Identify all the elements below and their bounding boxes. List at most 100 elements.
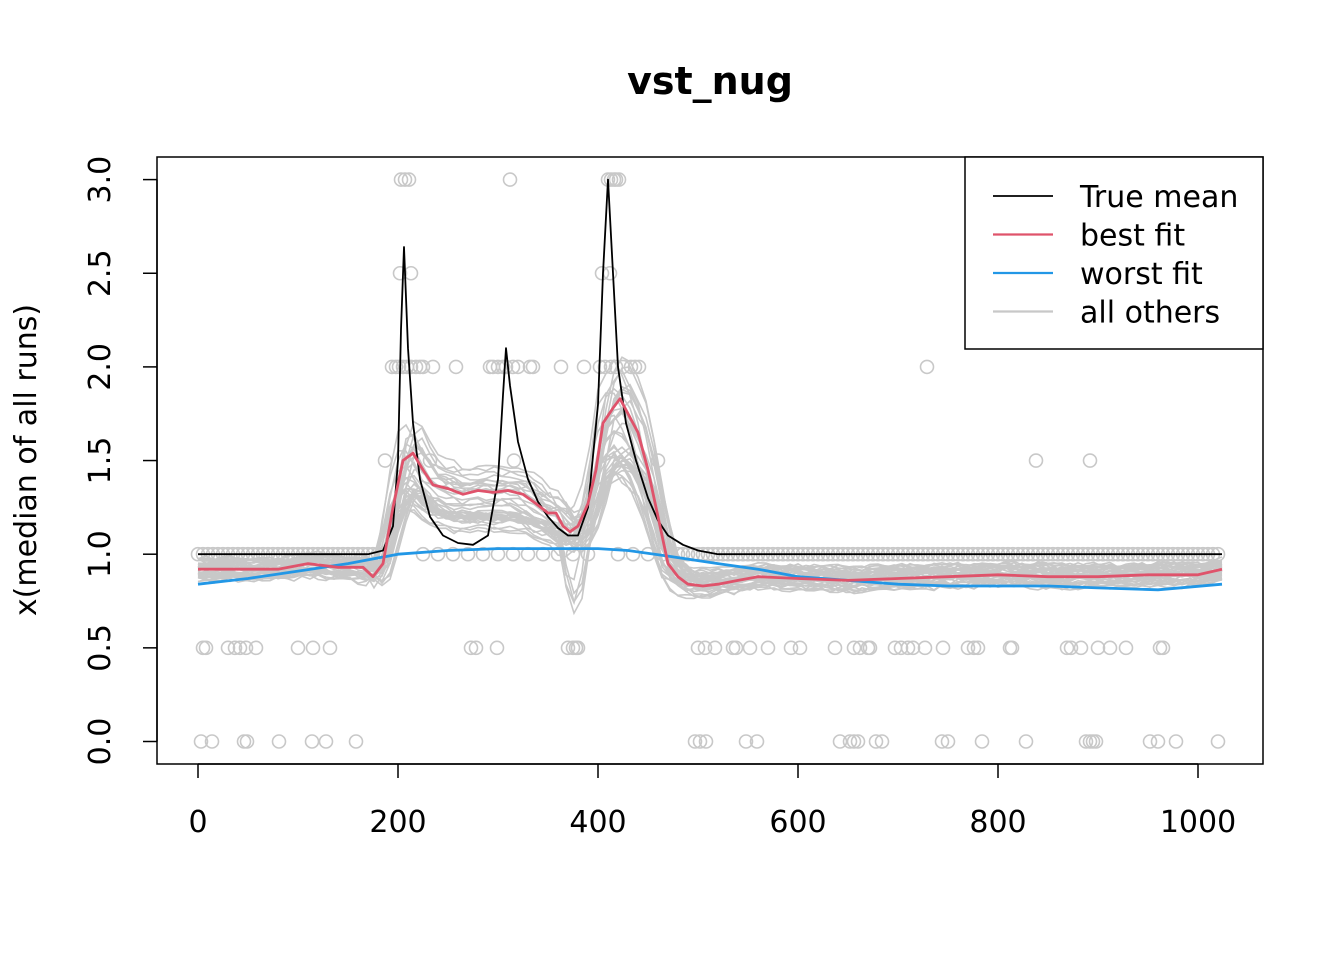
observed-point: [384, 359, 400, 375]
observed-point: [1168, 734, 1184, 749]
observed-point: [397, 172, 413, 187]
observed-point: [728, 640, 744, 656]
observed-point: [905, 640, 921, 656]
observed-point: [425, 359, 441, 375]
other-run-line: [197, 385, 1223, 598]
observed-point: [893, 640, 909, 656]
observed-point: [271, 734, 287, 749]
legend-label: True mean: [1079, 180, 1238, 215]
other-run-line: [197, 365, 1223, 590]
other-run-line: [197, 453, 1223, 577]
observed-point: [239, 734, 255, 749]
y-tick-label: 1.0: [83, 530, 118, 578]
observed-point: [690, 640, 706, 656]
observed-point: [1082, 453, 1098, 468]
observed-point: [868, 734, 884, 749]
observed-point: [468, 640, 484, 656]
observed-point: [974, 734, 990, 749]
series-lines: [197, 178, 1223, 592]
observed-point: [610, 546, 626, 562]
observed-point: [1028, 453, 1044, 468]
chart-title: vst_nug: [627, 59, 793, 103]
observed-point: [505, 359, 521, 375]
observed-point: [707, 640, 723, 656]
observed-point: [934, 734, 950, 749]
observed-point: [475, 546, 491, 562]
observed-point: [1078, 734, 1094, 749]
observed-point: [525, 359, 541, 375]
observed-point: [393, 172, 409, 187]
observed-point: [348, 734, 364, 749]
series-line-worst-fit: [197, 547, 1223, 592]
observed-point: [725, 640, 741, 656]
observed-point: [846, 640, 862, 656]
x-tick-label: 600: [769, 805, 826, 840]
observed-point: [917, 640, 933, 656]
observed-point: [874, 734, 890, 749]
observed-point: [1073, 640, 1089, 656]
observed-point: [783, 640, 799, 656]
observed-point: [742, 640, 758, 656]
observed-point: [1155, 640, 1171, 656]
observed-point: [597, 359, 613, 375]
observed-point: [448, 359, 464, 375]
observed-point: [611, 172, 627, 187]
observed-point: [576, 359, 592, 375]
observed-point: [236, 734, 252, 749]
other-run-lines: [197, 356, 1223, 616]
observed-point: [304, 734, 320, 749]
observed-point: [698, 734, 714, 749]
y-tick-label: 1.5: [83, 437, 118, 485]
observed-point: [318, 734, 334, 749]
observed-point: [792, 640, 808, 656]
observed-point: [1018, 734, 1034, 749]
observed-point: [960, 640, 976, 656]
y-tick-label: 0.0: [83, 718, 118, 766]
observed-point: [687, 734, 703, 749]
observed-point: [522, 359, 538, 375]
observed-point: [415, 359, 431, 375]
observed-point: [1150, 734, 1166, 749]
observed-point: [460, 546, 476, 562]
x-tick-label: 0: [188, 805, 207, 840]
observed-point: [1142, 734, 1158, 749]
legend-label: all others: [1080, 296, 1220, 331]
series-line-true-mean: [198, 178, 1222, 556]
observed-point: [570, 640, 586, 656]
observed-point: [852, 640, 868, 656]
observed-point: [391, 359, 407, 375]
observed-point: [935, 640, 951, 656]
observed-point: [560, 640, 576, 656]
observed-point: [248, 640, 264, 656]
y-tick-label: 2.0: [83, 343, 118, 391]
observed-point: [377, 453, 393, 468]
y-tick-label: 3.0: [83, 156, 118, 204]
y-tick-label: 0.5: [83, 624, 118, 672]
x-tick-label: 400: [569, 805, 626, 840]
observed-point: [1118, 640, 1134, 656]
x-tick-label: 800: [969, 805, 1026, 840]
observed-point: [749, 734, 765, 749]
observed-point: [510, 359, 526, 375]
observed-point: [415, 546, 431, 562]
legend-label: worst fit: [1080, 257, 1203, 292]
x-axis: 0 200 400 600 800 1000: [188, 763, 1236, 840]
observed-point: [232, 640, 248, 656]
observed-point: [846, 734, 862, 749]
observed-point: [602, 265, 618, 281]
observed-point: [842, 734, 858, 749]
other-run-line: [197, 429, 1222, 593]
observed-point: [506, 453, 522, 468]
observed-point: [919, 359, 935, 375]
observed-point: [940, 734, 956, 749]
observed-point: [290, 640, 306, 656]
observed-point: [862, 640, 878, 656]
observed-point: [697, 640, 713, 656]
observed-point: [198, 640, 214, 656]
observed-point: [1102, 640, 1118, 656]
observed-point: [1088, 734, 1104, 749]
observed-point: [1059, 640, 1075, 656]
observed-point: [970, 640, 986, 656]
observed-point: [445, 546, 461, 562]
observed-point: [738, 734, 754, 749]
